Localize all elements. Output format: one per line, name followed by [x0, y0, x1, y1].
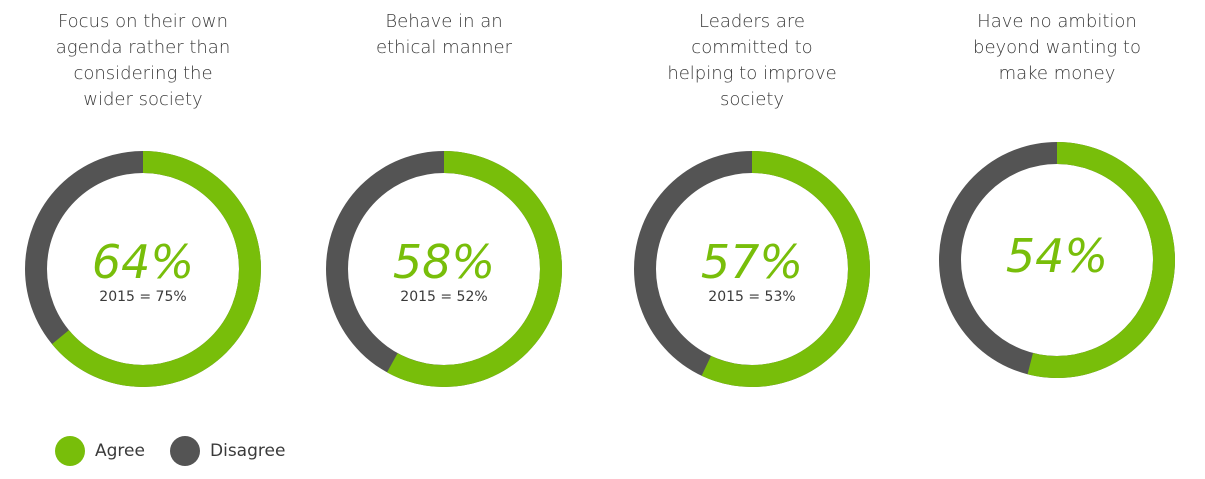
chart-title-line: agenda rather than — [55, 37, 231, 58]
chart-title-line: beyond wanting to — [973, 37, 1141, 58]
chart-title-line: Leaders are — [699, 11, 805, 32]
comparison-label: 2015 = 75% — [99, 289, 186, 305]
chart-title: Behave in an ethical manner — [304, 9, 584, 61]
chart-title-line: society — [719, 89, 785, 110]
chart-title: Focus on their own agenda rather than cons… — [3, 9, 283, 113]
chart-title-line: Focus on their own — [57, 11, 229, 32]
agree-arc — [326, 151, 562, 387]
legend-disagree-label: Disagree — [210, 441, 286, 461]
chart-title-line: make money — [998, 63, 1116, 84]
comparison-label: 2015 = 53% — [708, 289, 795, 305]
comparison-label: 2015 = 52% — [400, 289, 487, 305]
agree-value-label: 58% — [393, 235, 495, 289]
chart-title: Have no ambition beyond wanting to make mo… — [917, 9, 1197, 87]
chart-title: Leaders are committed to helping to improv… — [612, 9, 892, 113]
agree-value-label: 57% — [701, 235, 803, 289]
legend-disagree: Disagree — [170, 436, 285, 466]
chart-title-line: Behave in an — [385, 11, 503, 32]
chart-title-line: considering the — [73, 63, 213, 84]
agree-value-label: 54% — [1006, 229, 1108, 283]
agree-arc — [939, 142, 1175, 378]
chart-title-line: helping to improve — [667, 63, 837, 84]
agree-value-label: 64% — [92, 235, 194, 289]
agree-swatch — [55, 436, 85, 466]
agree-arc — [25, 151, 261, 387]
legend-agree: Agree — [55, 436, 145, 466]
legend-agree-label: Agree — [95, 441, 145, 461]
chart-title-line: committed to — [691, 37, 813, 58]
disagree-swatch — [170, 436, 200, 466]
chart-title-line: Have no ambition — [977, 11, 1137, 32]
chart-title-line: ethical manner — [375, 37, 513, 58]
chart-title-line: wider society — [83, 89, 203, 110]
agree-arc — [634, 151, 870, 387]
